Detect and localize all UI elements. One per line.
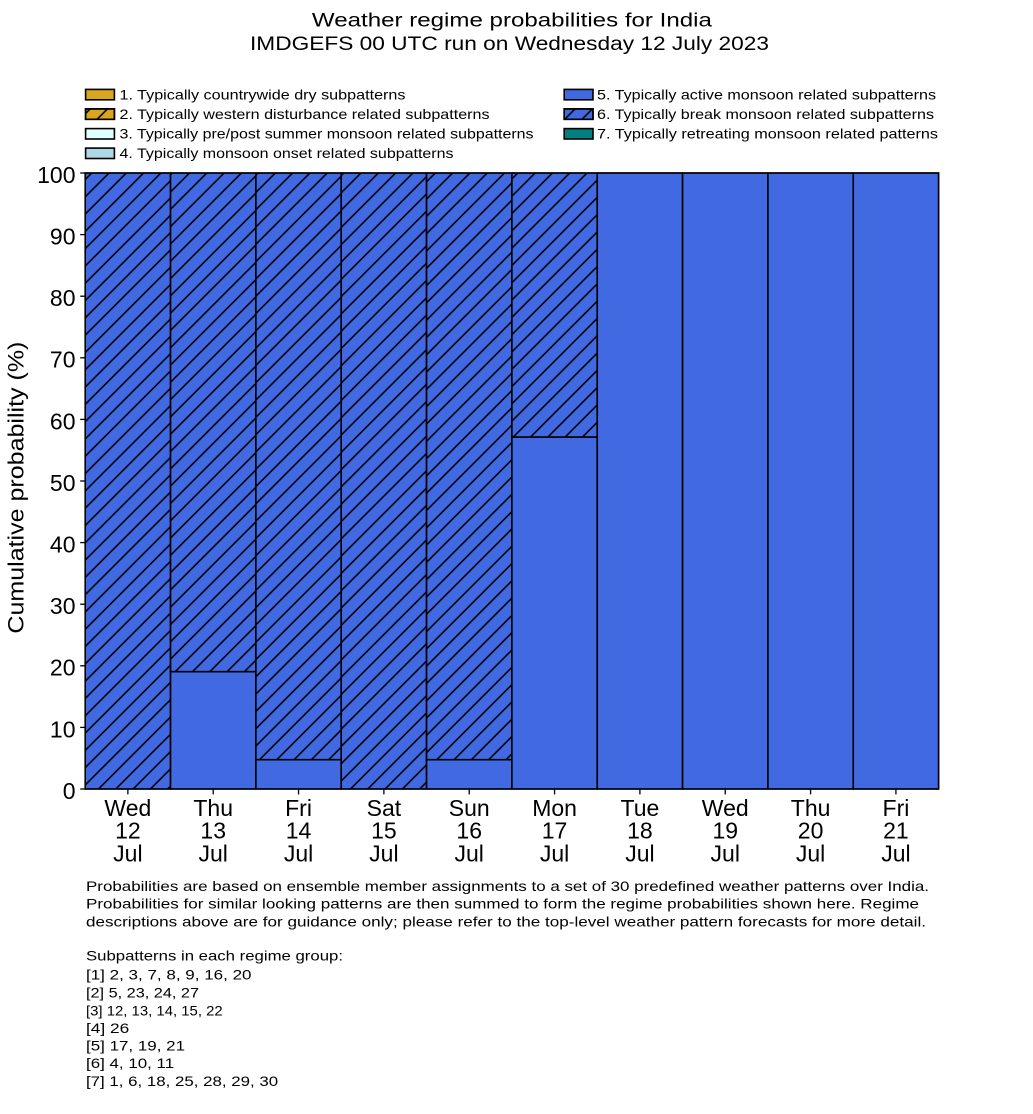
- svg-text:[7] 1, 6, 18, 25, 28, 29, 30: [7] 1, 6, 18, 25, 28, 29, 30: [86, 1073, 278, 1089]
- svg-text:13: 13: [200, 818, 226, 844]
- svg-text:Jul: Jul: [711, 840, 740, 866]
- svg-text:Cumulative probability (%): Cumulative probability (%): [4, 342, 29, 634]
- svg-text:Jul: Jul: [113, 840, 142, 866]
- svg-text:Fri: Fri: [883, 795, 910, 821]
- svg-text:30: 30: [50, 593, 76, 619]
- svg-text:5. Typically active monsoon re: 5. Typically active monsoon related subp…: [597, 86, 936, 102]
- svg-text:21: 21: [883, 818, 909, 844]
- svg-text:14: 14: [286, 818, 312, 844]
- svg-text:IMDGEFS 00 UTC run on Wednesda: IMDGEFS 00 UTC run on Wednesday 12 July …: [250, 34, 769, 55]
- svg-text:2. Typically western disturban: 2. Typically western disturbance related…: [120, 106, 490, 122]
- svg-text:Wed: Wed: [702, 795, 749, 821]
- svg-text:Weather regime probabilities f: Weather regime probabilities for India: [312, 11, 713, 32]
- svg-text:16: 16: [456, 818, 482, 844]
- svg-text:Probabilities for similar look: Probabilities for similar looking patter…: [86, 896, 919, 912]
- svg-text:17: 17: [542, 818, 568, 844]
- svg-text:Jul: Jul: [199, 840, 228, 866]
- svg-text:1. Typically countrywide dry s: 1. Typically countrywide dry subpatterns: [120, 86, 406, 102]
- svg-text:12: 12: [115, 818, 141, 844]
- svg-text:[6] 4, 10, 11: [6] 4, 10, 11: [86, 1055, 174, 1071]
- svg-text:70: 70: [50, 347, 76, 373]
- svg-text:10: 10: [50, 716, 76, 742]
- svg-text:Jul: Jul: [796, 840, 825, 866]
- svg-text:Jul: Jul: [540, 840, 569, 866]
- svg-text:4. Typically monsoon onset rel: 4. Typically monsoon onset related subpa…: [120, 145, 454, 161]
- svg-text:90: 90: [50, 224, 76, 250]
- svg-text:19: 19: [712, 818, 738, 844]
- svg-text:7. Typically retreating monsoo: 7. Typically retreating monsoon related …: [597, 126, 938, 142]
- svg-text:50: 50: [50, 470, 76, 496]
- svg-text:Probabilities are based on ens: Probabilities are based on ensemble memb…: [86, 878, 929, 894]
- svg-text:3. Typically pre/post summer m: 3. Typically pre/post summer monsoon rel…: [120, 126, 534, 142]
- svg-text:15: 15: [371, 818, 397, 844]
- svg-text:60: 60: [50, 408, 76, 434]
- svg-text:[2] 5, 23, 24, 27: [2] 5, 23, 24, 27: [86, 984, 199, 1000]
- svg-text:[4] 26: [4] 26: [86, 1020, 130, 1036]
- svg-text:6. Typically break monsoon rel: 6. Typically break monsoon related subpa…: [597, 106, 934, 122]
- svg-text:descriptions above are for gui: descriptions above are for guidance only…: [86, 913, 926, 929]
- svg-text:Tue: Tue: [621, 795, 660, 821]
- svg-text:[1] 2, 3, 7, 8, 9, 16, 20: [1] 2, 3, 7, 8, 9, 16, 20: [86, 966, 252, 982]
- svg-text:18: 18: [627, 818, 653, 844]
- svg-text:20: 20: [798, 818, 824, 844]
- svg-text:80: 80: [50, 285, 76, 311]
- svg-text:100: 100: [37, 162, 75, 188]
- svg-text:[3] 12, 13, 14, 15, 22: [3] 12, 13, 14, 15, 22: [86, 1003, 223, 1019]
- svg-text:Jul: Jul: [881, 840, 910, 866]
- svg-text:Subpatterns in each regime gro: Subpatterns in each regime group:: [86, 948, 343, 964]
- svg-text:Jul: Jul: [369, 840, 398, 866]
- svg-text:[5] 17, 19, 21: [5] 17, 19, 21: [86, 1038, 185, 1054]
- svg-text:Thu: Thu: [193, 795, 233, 821]
- svg-text:Thu: Thu: [791, 795, 831, 821]
- svg-text:Sun: Sun: [449, 795, 490, 821]
- svg-text:Wed: Wed: [104, 795, 151, 821]
- svg-text:Fri: Fri: [285, 795, 312, 821]
- svg-text:0: 0: [63, 778, 76, 804]
- svg-text:40: 40: [50, 532, 76, 558]
- svg-text:Jul: Jul: [625, 840, 654, 866]
- svg-text:Sat: Sat: [367, 795, 402, 821]
- svg-text:20: 20: [50, 655, 76, 681]
- svg-text:Mon: Mon: [532, 795, 577, 821]
- svg-text:Jul: Jul: [284, 840, 313, 866]
- svg-text:Jul: Jul: [455, 840, 484, 866]
